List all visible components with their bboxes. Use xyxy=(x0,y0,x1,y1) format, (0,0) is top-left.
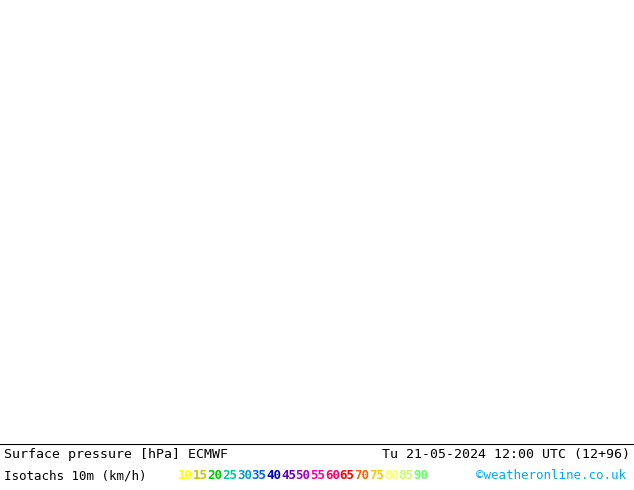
Text: 75: 75 xyxy=(369,469,384,483)
Text: 35: 35 xyxy=(252,469,266,483)
Text: 30: 30 xyxy=(237,469,252,483)
Text: 10: 10 xyxy=(178,469,193,483)
Text: 20: 20 xyxy=(207,469,223,483)
Text: 85: 85 xyxy=(399,469,413,483)
Text: 40: 40 xyxy=(266,469,281,483)
Text: 70: 70 xyxy=(354,469,370,483)
Text: Surface pressure [hPa] ECMWF: Surface pressure [hPa] ECMWF xyxy=(4,448,228,462)
Text: 60: 60 xyxy=(325,469,340,483)
Text: 80: 80 xyxy=(384,469,399,483)
Text: Tu 21-05-2024 12:00 UTC (12+96): Tu 21-05-2024 12:00 UTC (12+96) xyxy=(382,448,630,462)
Text: 50: 50 xyxy=(295,469,311,483)
Text: 15: 15 xyxy=(193,469,208,483)
Text: 25: 25 xyxy=(222,469,237,483)
Text: 65: 65 xyxy=(340,469,354,483)
Text: 90: 90 xyxy=(413,469,428,483)
Text: 45: 45 xyxy=(281,469,296,483)
Text: Isotachs 10m (km/h): Isotachs 10m (km/h) xyxy=(4,469,146,483)
Text: 55: 55 xyxy=(310,469,325,483)
Text: ©weatheronline.co.uk: ©weatheronline.co.uk xyxy=(476,469,626,483)
